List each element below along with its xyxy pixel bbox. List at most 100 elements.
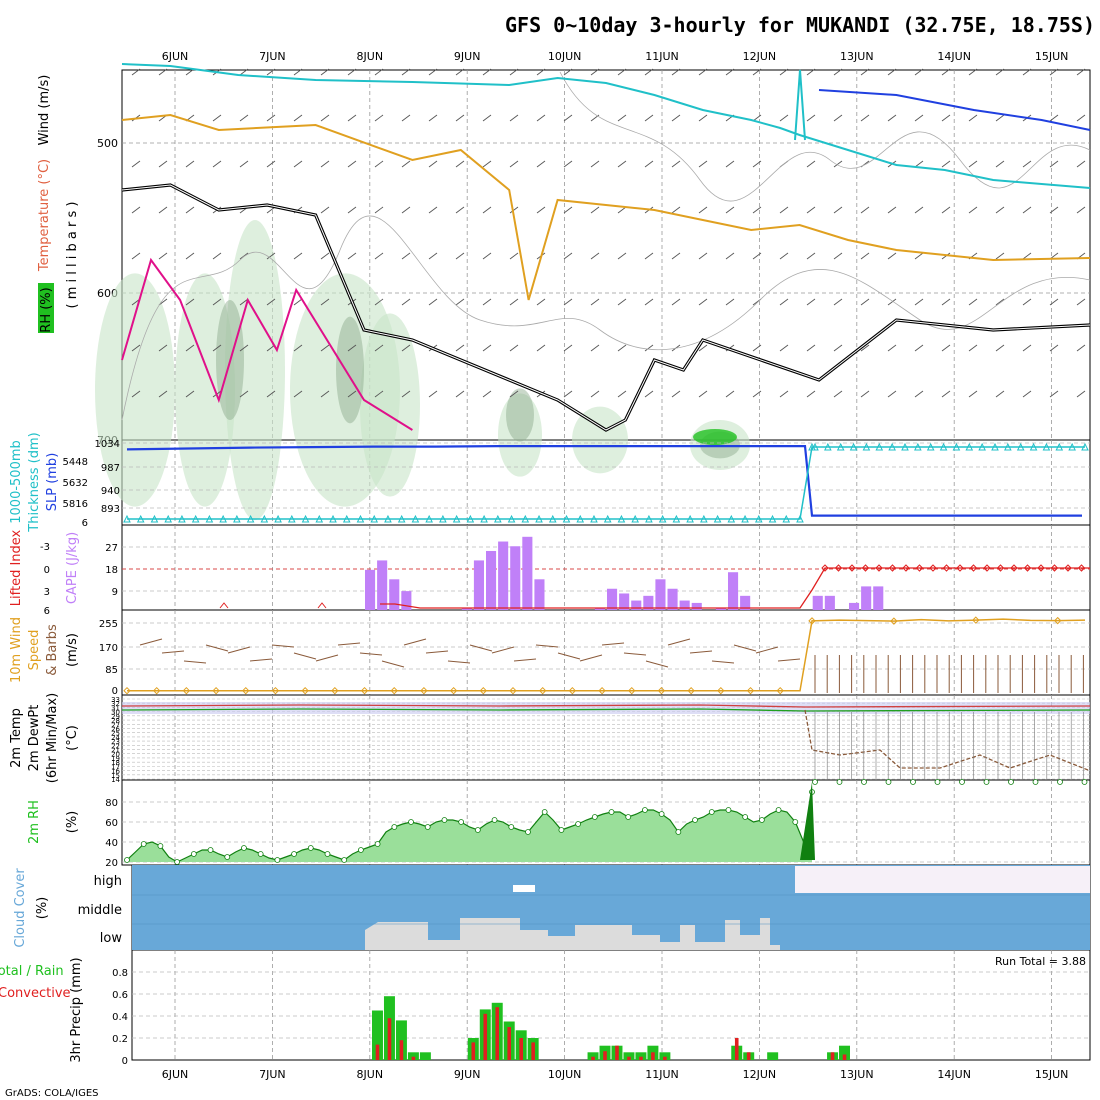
precip-ytick: 0.6: [112, 990, 128, 1001]
wind-barb: [617, 160, 627, 168]
wind-barb: [347, 114, 357, 122]
thickness-marker: [1029, 442, 1038, 451]
precip-convective-bar: [639, 1056, 643, 1060]
cloud-level-label: high: [94, 874, 122, 889]
top-day-label: 10JUN: [548, 50, 582, 63]
rh-marker: [608, 809, 615, 815]
wind-barb: [914, 114, 924, 122]
panel-label: (%): [35, 897, 50, 920]
wind-barb: [513, 658, 537, 662]
bottom-day-label: 10JUN: [548, 1068, 582, 1081]
bottom-day-label: 7JUN: [259, 1068, 286, 1081]
wind-barb: [887, 206, 897, 214]
wind-barb: [941, 114, 951, 122]
wind-barb: [968, 298, 978, 306]
wind-barb: [239, 68, 249, 76]
wind-barb: [185, 298, 195, 306]
wind-barb: [617, 344, 627, 352]
low-cloud-area: [365, 918, 780, 950]
thickness-marker: [466, 514, 475, 523]
panel-label: (%): [65, 811, 80, 834]
wind-barb: [1049, 68, 1059, 76]
wind-barb: [1049, 298, 1059, 306]
li-marker: [956, 564, 964, 572]
wind-barb: [644, 68, 654, 76]
thickness-marker: [384, 514, 392, 523]
panel-label: 10m Wind: [9, 617, 24, 683]
wind-barb: [1076, 114, 1086, 122]
rh-ytick: 60: [105, 818, 118, 829]
wind-barb: [428, 390, 438, 398]
temp-ytick: 24: [111, 734, 120, 742]
panel-label: (6hr Min/Max): [45, 693, 60, 783]
wind-barb: [401, 344, 411, 352]
thickness-marker: [480, 514, 488, 523]
rh-marker: [474, 827, 481, 833]
wind-barb: [455, 68, 465, 76]
precip-convective-bar: [615, 1045, 619, 1060]
wind-barb: [725, 206, 735, 214]
wind-barb: [1022, 68, 1032, 76]
rh-marker: [1032, 779, 1039, 785]
wind-barb: [535, 644, 559, 648]
wind-barb: [644, 344, 654, 352]
wind-barb: [1076, 298, 1086, 306]
cape-bar: [607, 588, 618, 610]
wind-barb: [671, 252, 681, 260]
wind-barb: [563, 298, 573, 306]
wind-barb: [755, 646, 779, 654]
wind-barb: [455, 390, 465, 398]
wind-speed-marker: [420, 686, 428, 695]
temp-ytick: 20: [111, 751, 120, 759]
wind-barb: [536, 206, 546, 214]
thickness-marker: [329, 514, 337, 523]
wind-barb: [185, 206, 195, 214]
wind-barb: [347, 390, 357, 398]
rh-marker: [508, 824, 515, 830]
panel-label: & Barbs: [45, 624, 60, 676]
cape-bar: [473, 560, 484, 610]
cape-bar: [715, 607, 726, 610]
wind-barb: [509, 206, 519, 214]
wind-barb: [428, 160, 438, 168]
wind-ytick: 255: [99, 619, 118, 630]
temp-ytick: 25: [111, 730, 120, 738]
wind-barb: [725, 160, 735, 168]
precip-convective-bar: [411, 1056, 416, 1060]
thickness-marker: [991, 442, 999, 451]
series-line-blackline-inner: [121, 184, 1091, 431]
rh-marker: [424, 824, 431, 830]
wind-speed-marker: [331, 686, 339, 695]
thickness-marker: [741, 514, 749, 523]
top-day-label: 6JUN: [162, 50, 189, 63]
thickness-marker: [521, 514, 530, 523]
rh-shading-high: [693, 429, 737, 445]
wind-barb: [271, 644, 295, 648]
wind-barb: [860, 298, 870, 306]
wind-speed-marker: [449, 686, 458, 695]
rh-marker: [658, 811, 665, 817]
wind-barb: [1022, 252, 1032, 260]
precip-total-bar: [635, 1052, 647, 1060]
bottom-day-label: 11JUN: [645, 1068, 679, 1081]
wind-barb: [1049, 206, 1059, 214]
slp-line: [126, 445, 1082, 517]
wind-barb: [806, 298, 816, 306]
cape-bar: [594, 607, 605, 610]
cyan-spike: [794, 69, 806, 141]
precip-convective-bar: [375, 1044, 380, 1060]
wind-barb: [455, 252, 465, 260]
wind-barb: [212, 160, 222, 168]
precip-ytick: 0.4: [112, 1012, 128, 1023]
wind-barb: [968, 160, 978, 168]
wind-barb: [557, 652, 581, 660]
wind-barb: [320, 206, 330, 214]
wind-barb: [968, 114, 978, 122]
rh-marker: [358, 847, 364, 853]
series-line-cyan: [121, 63, 1091, 189]
wind-barb: [590, 206, 600, 214]
wind-barb: [266, 390, 276, 398]
series-line-magenta: [121, 257, 413, 431]
wind-barb: [941, 160, 951, 168]
cape-bar: [389, 579, 400, 610]
